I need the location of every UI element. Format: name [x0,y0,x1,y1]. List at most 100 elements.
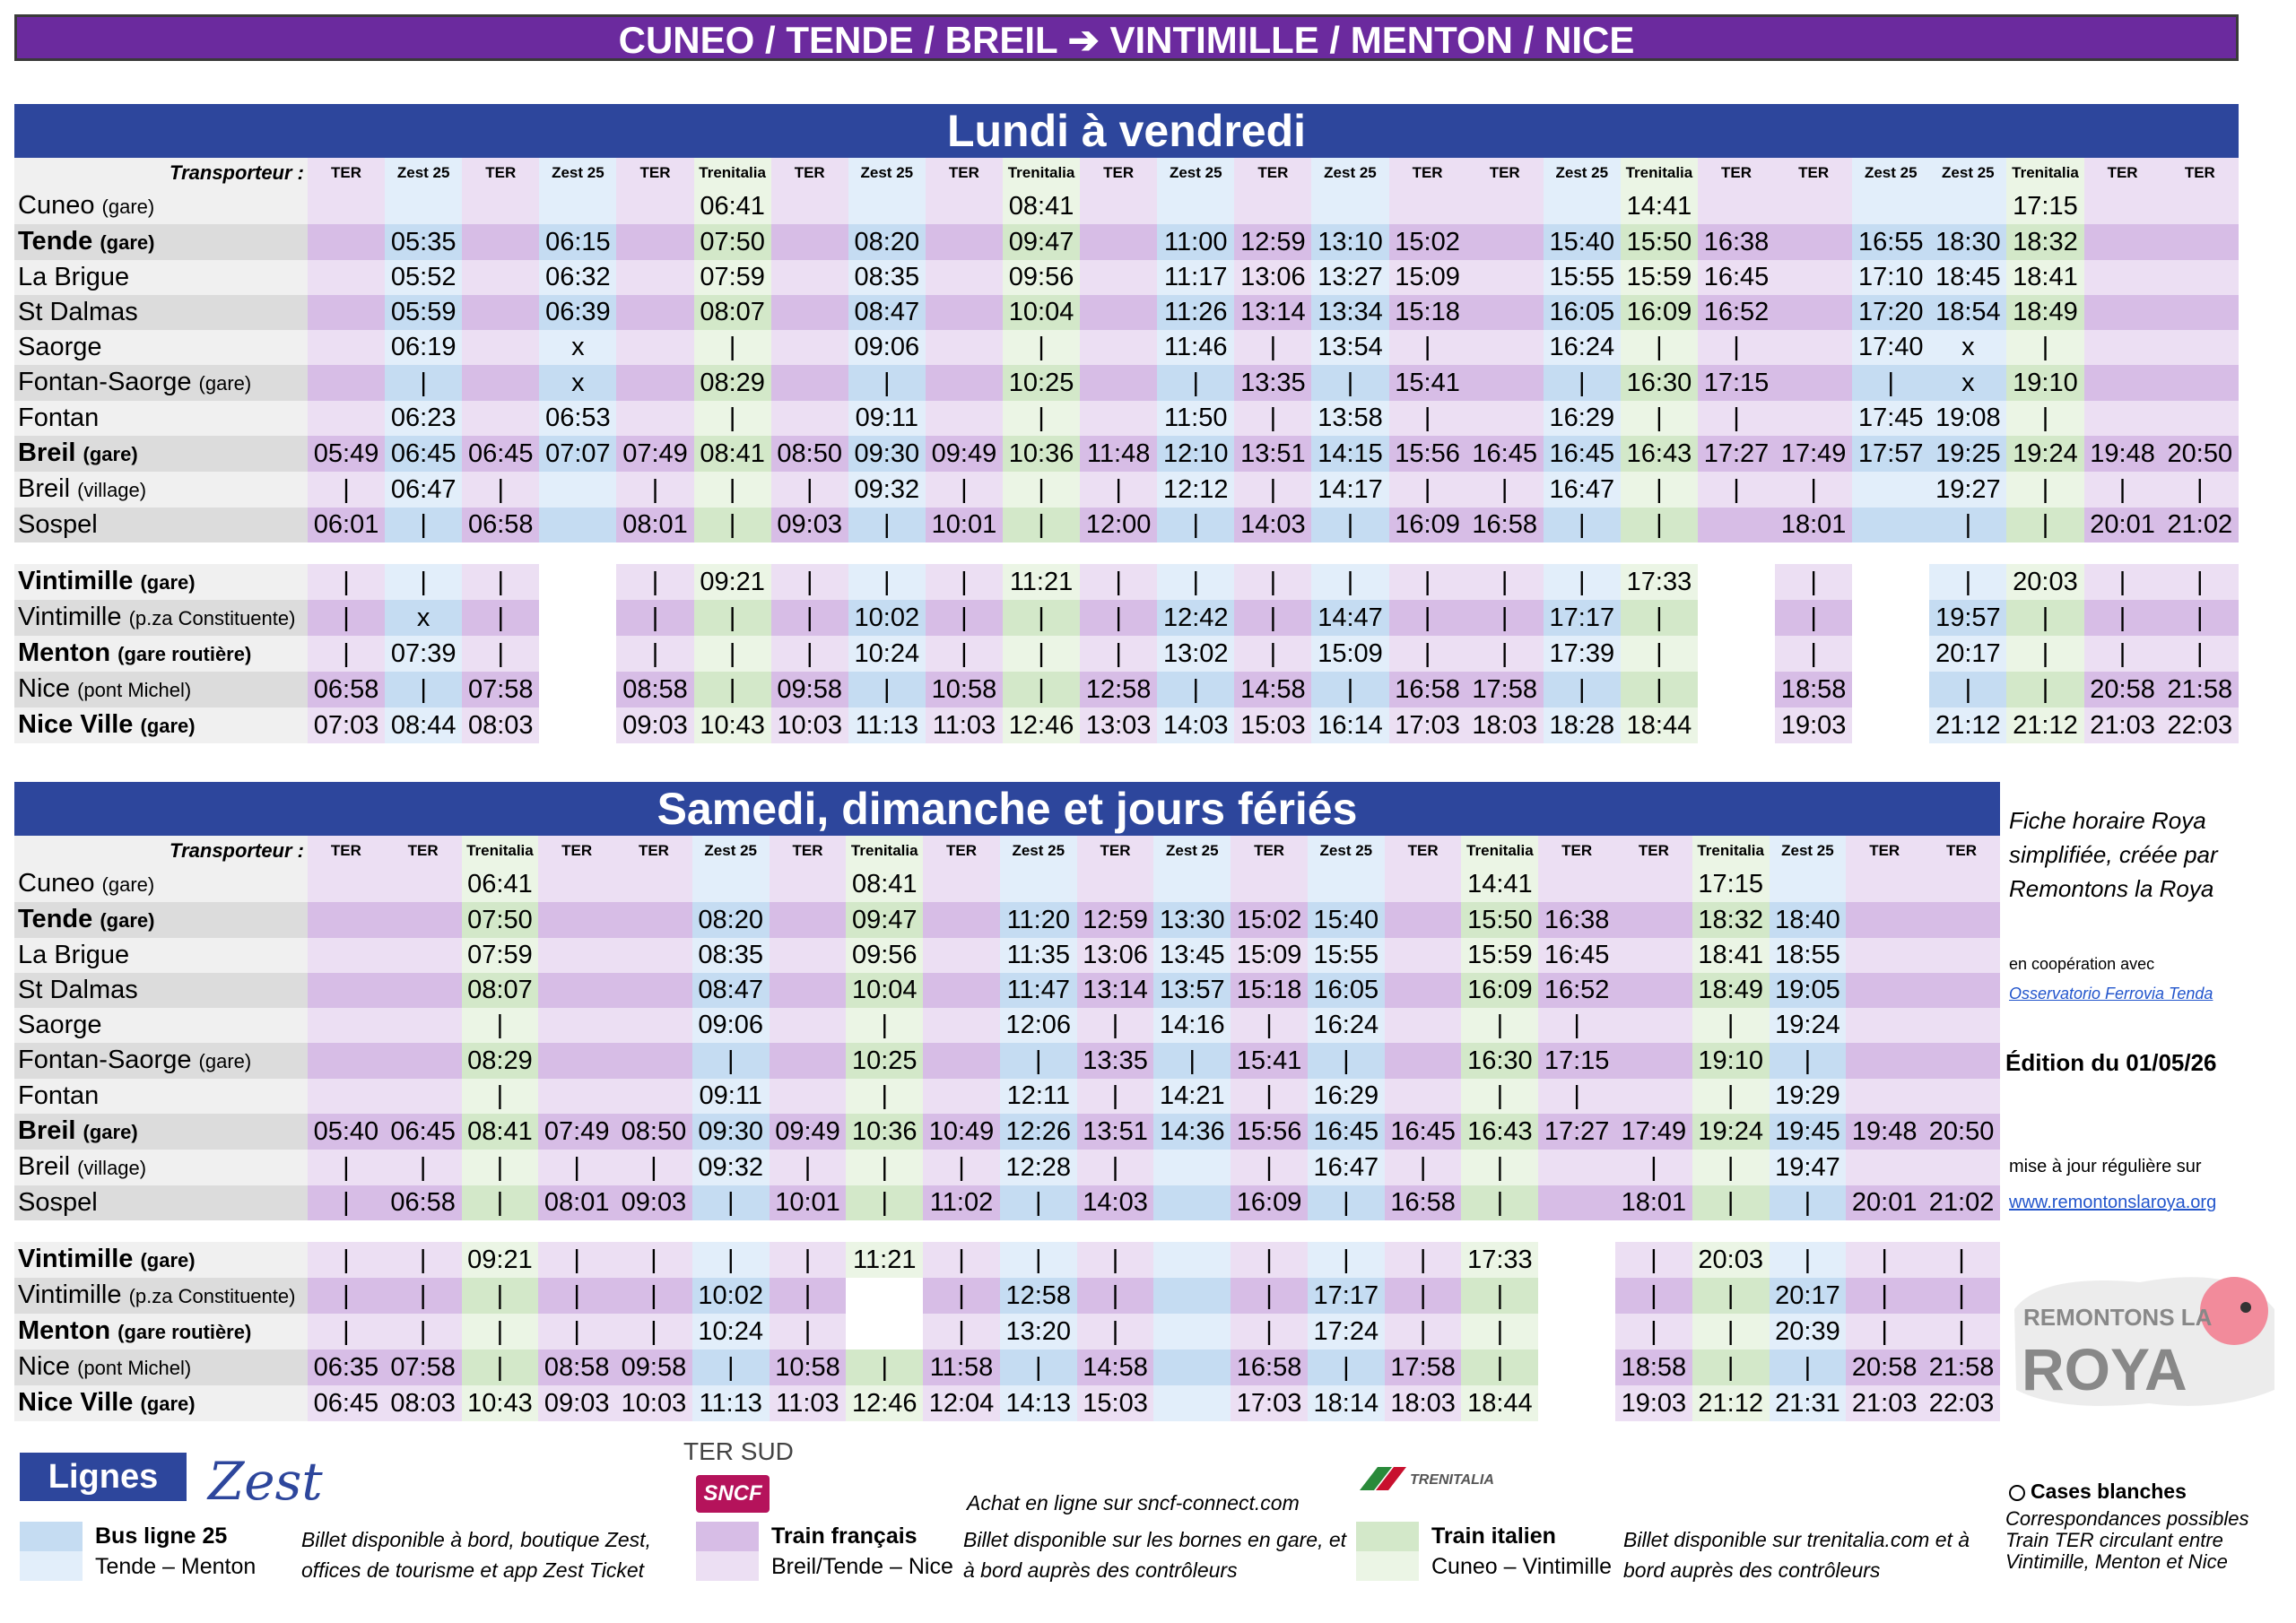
station-row-tende-gare: Tende (gare) 05:35 06:15 07:50 08:20 09:47 11:… [14,224,2239,260]
station-row-nice-ville-gare: Nice Ville (gare) 07:03 08:44 08:03 09:03 10:… [14,707,2239,743]
time-cell: | [385,564,463,600]
time-cell: 13:57 [1153,973,1231,1008]
time-cell: | [691,1242,770,1278]
time-cell: 12:59 [1234,224,1312,260]
legend-swatch-it-light [1356,1551,1419,1581]
time-cell [1775,260,1853,295]
time-cell: 15:55 [1307,938,1385,973]
station-name: Menton (gare routière) [14,636,308,672]
time-cell [538,973,616,1008]
time-cell: 13:54 [1311,330,1389,365]
time-cell [384,938,462,973]
time-cell: 18:44 [1461,1385,1539,1421]
time-cell: | [461,1350,539,1385]
time-cell: | [848,508,926,542]
time-cell: | [923,1150,1000,1185]
website-link[interactable]: www.remontonslaroya.org [2009,1193,2217,1212]
time-cell: | [1615,1150,1692,1185]
circle-icon [2009,1484,2025,1501]
time-cell: | [461,1150,539,1185]
station-name: La Brigue [14,938,308,973]
time-cell: 10:04 [846,973,924,1008]
time-cell: 10:49 [923,1114,1000,1150]
time-cell [1923,902,2000,938]
time-cell: | [2161,472,2239,508]
time-cell [2161,330,2239,365]
time-cell [769,1043,847,1079]
time-cell [1923,1079,2000,1114]
station-label: St Dalmas [18,298,138,326]
time-cell: 15:56 [1388,436,1466,472]
bus-info: Billet disponible à bord, boutique Zest,… [301,1528,651,1582]
it-title: Train italien [1431,1523,1556,1549]
carrier-ter: TER [1234,158,1312,188]
time-cell: 06:23 [385,401,463,436]
time-cell [923,1008,1000,1043]
time-cell: 16:45 [1465,436,1544,472]
time-cell [1384,866,1462,902]
time-cell: 06:41 [461,866,539,902]
time-cell: | [1697,472,1776,508]
time-cell: 06:58 [462,508,540,542]
time-cell: | [1234,401,1312,436]
station-label: Menton [18,638,111,667]
time-cell [1384,973,1462,1008]
time-cell [769,902,847,938]
time-cell [1697,508,1776,542]
time-cell: 15:41 [1388,365,1466,401]
ter-sud-label: TER SUD [683,1437,794,1465]
legend-swatch-bus-dark [20,1522,83,1551]
time-cell: | [1538,1079,1616,1114]
time-cell: 09:32 [848,472,926,508]
time-cell: | [770,600,848,636]
time-cell: | [1620,672,1698,707]
time-cell [1311,188,1389,224]
observatorio-link[interactable]: Osservatorio Ferrovia Tenda [2009,985,2213,1002]
time-cell: | [1231,1242,1308,1278]
time-cell [538,902,616,938]
time-cell [1852,508,1930,542]
time-cell: 19:08 [1929,401,2007,436]
carrier-ter: TER [925,158,1003,188]
time-cell: 13:58 [1311,401,1389,436]
carrier-ter: TER [308,158,386,188]
time-cell [616,330,694,365]
time-cell [770,260,848,295]
time-cell: | [1002,672,1081,707]
time-cell [384,1043,462,1079]
station-suffix: (gare) [101,195,155,218]
time-cell: | [1543,564,1621,600]
time-cell: 19:27 [1929,472,2007,508]
time-cell: | [923,1278,1000,1314]
carrier-ter: TER [384,836,462,866]
time-cell: 18:03 [1384,1385,1462,1421]
time-cell [1080,330,1158,365]
station-name: Breil (gare) [14,1114,308,1150]
time-cell: | [2083,600,2161,636]
time-cell: | [1076,1150,1154,1185]
time-cell: 16:30 [1620,365,1698,401]
time-cell: | [538,1278,616,1314]
time-cell: 17:15 [1697,365,1776,401]
white-cells-title-text: Cases blanches [2031,1480,2187,1503]
time-cell [769,866,847,902]
time-cell: 06:47 [385,472,463,508]
time-cell: | [384,1150,462,1185]
time-cell: 06:19 [385,330,463,365]
time-cell: 18:40 [1769,902,1847,938]
time-cell: 10:24 [691,1314,770,1350]
time-cell: | [461,1079,539,1114]
time-cell: 17:58 [1465,672,1544,707]
time-cell [308,365,386,401]
time-cell: 14:41 [1461,866,1539,902]
time-cell: 11:20 [999,902,1077,938]
station-label: Breil [18,1116,76,1145]
time-cell: 16:52 [1697,295,1776,330]
time-cell [1923,1043,2000,1079]
time-cell: x [539,365,617,401]
carrier-ter: TER [1846,836,1924,866]
station-row-cuneo-gare: Cuneo (gare) 06:41 08:41 14:41 17:15 [14,866,2000,902]
time-cell: | [1620,472,1698,508]
time-cell [616,365,694,401]
time-cell [1697,636,1776,672]
